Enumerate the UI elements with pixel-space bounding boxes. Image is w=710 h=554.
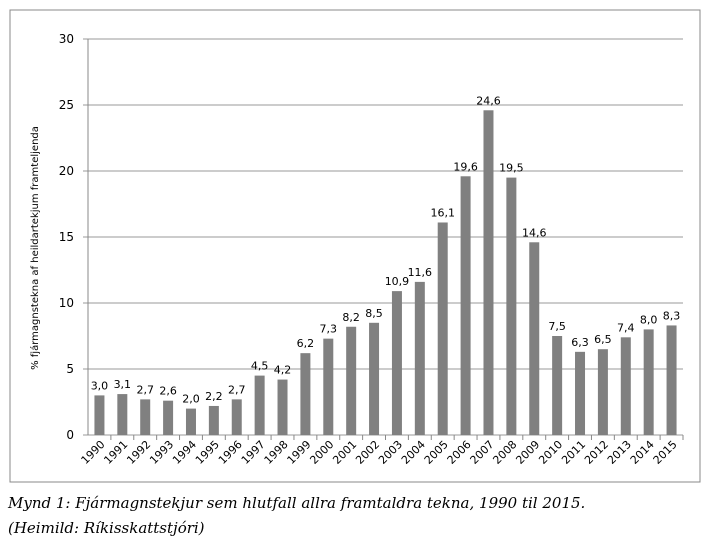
bar [163, 400, 174, 435]
y-tick-label: 0 [66, 428, 74, 442]
x-tick-label: 2000 [307, 438, 336, 467]
x-tick-label: 1993 [147, 438, 176, 467]
x-tick-label: 1998 [262, 438, 291, 467]
value-label: 19,6 [453, 160, 478, 173]
x-tick-label: 2002 [353, 438, 382, 467]
bar [208, 405, 219, 435]
x-tick-label: 1991 [101, 438, 130, 467]
value-label: 2,0 [182, 393, 200, 406]
bar [529, 242, 540, 435]
bar [254, 375, 265, 435]
bar [323, 338, 334, 435]
bar [391, 291, 402, 435]
value-label: 3,1 [114, 378, 132, 391]
value-label: 8,5 [365, 307, 383, 320]
value-label: 6,2 [297, 337, 315, 350]
value-label: 10,9 [385, 275, 410, 288]
bar [483, 110, 494, 435]
bar [185, 408, 196, 435]
bar [231, 399, 242, 435]
bar [552, 336, 563, 435]
y-tick-label: 5 [66, 362, 74, 376]
value-label: 7,5 [548, 320, 566, 333]
x-tick-label: 2008 [490, 438, 519, 467]
x-tick-label: 1994 [170, 438, 199, 467]
y-tick-label: 25 [59, 98, 74, 112]
bar [94, 395, 105, 435]
x-tick-label: 2013 [605, 438, 634, 467]
x-tick-label: 2015 [651, 438, 680, 467]
value-label: 7,4 [617, 321, 635, 334]
value-label: 2,7 [136, 383, 154, 396]
bar [666, 325, 677, 435]
bar [620, 337, 631, 435]
x-tick-label: 2012 [582, 438, 611, 467]
value-label: 3,0 [91, 379, 109, 392]
x-tick-label: 2009 [513, 438, 542, 467]
value-label: 7,3 [320, 323, 338, 336]
bar [575, 351, 586, 435]
x-tick-label: 2006 [445, 438, 474, 467]
value-label: 6,3 [571, 336, 589, 349]
bar [414, 281, 425, 435]
x-tick-label: 2004 [399, 438, 428, 467]
y-tick-label: 30 [59, 32, 74, 46]
x-tick-label: 2010 [536, 438, 565, 467]
value-label: 19,5 [499, 162, 524, 175]
bar [346, 326, 357, 435]
x-tick-label: 2003 [376, 438, 405, 467]
bar [140, 399, 151, 435]
value-label: 24,6 [476, 94, 501, 107]
x-tick-label: 2001 [330, 438, 359, 467]
value-label: 2,2 [205, 390, 223, 403]
bar [597, 349, 608, 435]
value-label: 2,7 [228, 383, 246, 396]
value-label: 8,2 [342, 311, 360, 324]
x-tick-label: 1997 [239, 438, 268, 467]
value-label: 2,6 [159, 385, 177, 398]
value-label: 4,5 [251, 360, 269, 373]
bar [277, 379, 288, 435]
x-tick-label: 1996 [216, 438, 245, 467]
x-tick-label: 2011 [559, 438, 588, 467]
y-tick-label: 15 [59, 230, 74, 244]
chart-frame [9, 9, 701, 483]
bar [643, 329, 654, 435]
bar [437, 222, 448, 435]
x-tick-label: 1999 [285, 438, 314, 467]
y-axis-label: % fjármagnstekna af heildartekjum framte… [29, 126, 41, 370]
x-tick-label: 2005 [422, 438, 451, 467]
value-label: 16,1 [430, 206, 455, 219]
bar [369, 322, 380, 435]
y-tick-label: 10 [59, 296, 74, 310]
x-tick-label: 1992 [124, 438, 153, 467]
bar [300, 353, 311, 435]
x-tick-label: 2014 [628, 438, 657, 467]
y-tick-label: 20 [59, 164, 74, 178]
value-label: 8,3 [663, 309, 681, 322]
caption: Mynd 1: Fjármagnstekjur sem hlutfall all… [7, 494, 585, 512]
value-label: 4,2 [274, 364, 292, 377]
x-tick-label: 1995 [193, 438, 222, 467]
x-tick-label: 1990 [79, 438, 108, 467]
value-label: 11,6 [408, 266, 433, 279]
bar [506, 177, 517, 435]
x-tick-label: 2007 [468, 438, 497, 467]
bar [460, 176, 471, 435]
caption: (Heimild: Ríkisskattstjóri) [8, 519, 205, 537]
value-label: 6,5 [594, 333, 612, 346]
bar [117, 394, 128, 435]
value-label: 8,0 [640, 313, 658, 326]
value-label: 14,6 [522, 226, 547, 239]
